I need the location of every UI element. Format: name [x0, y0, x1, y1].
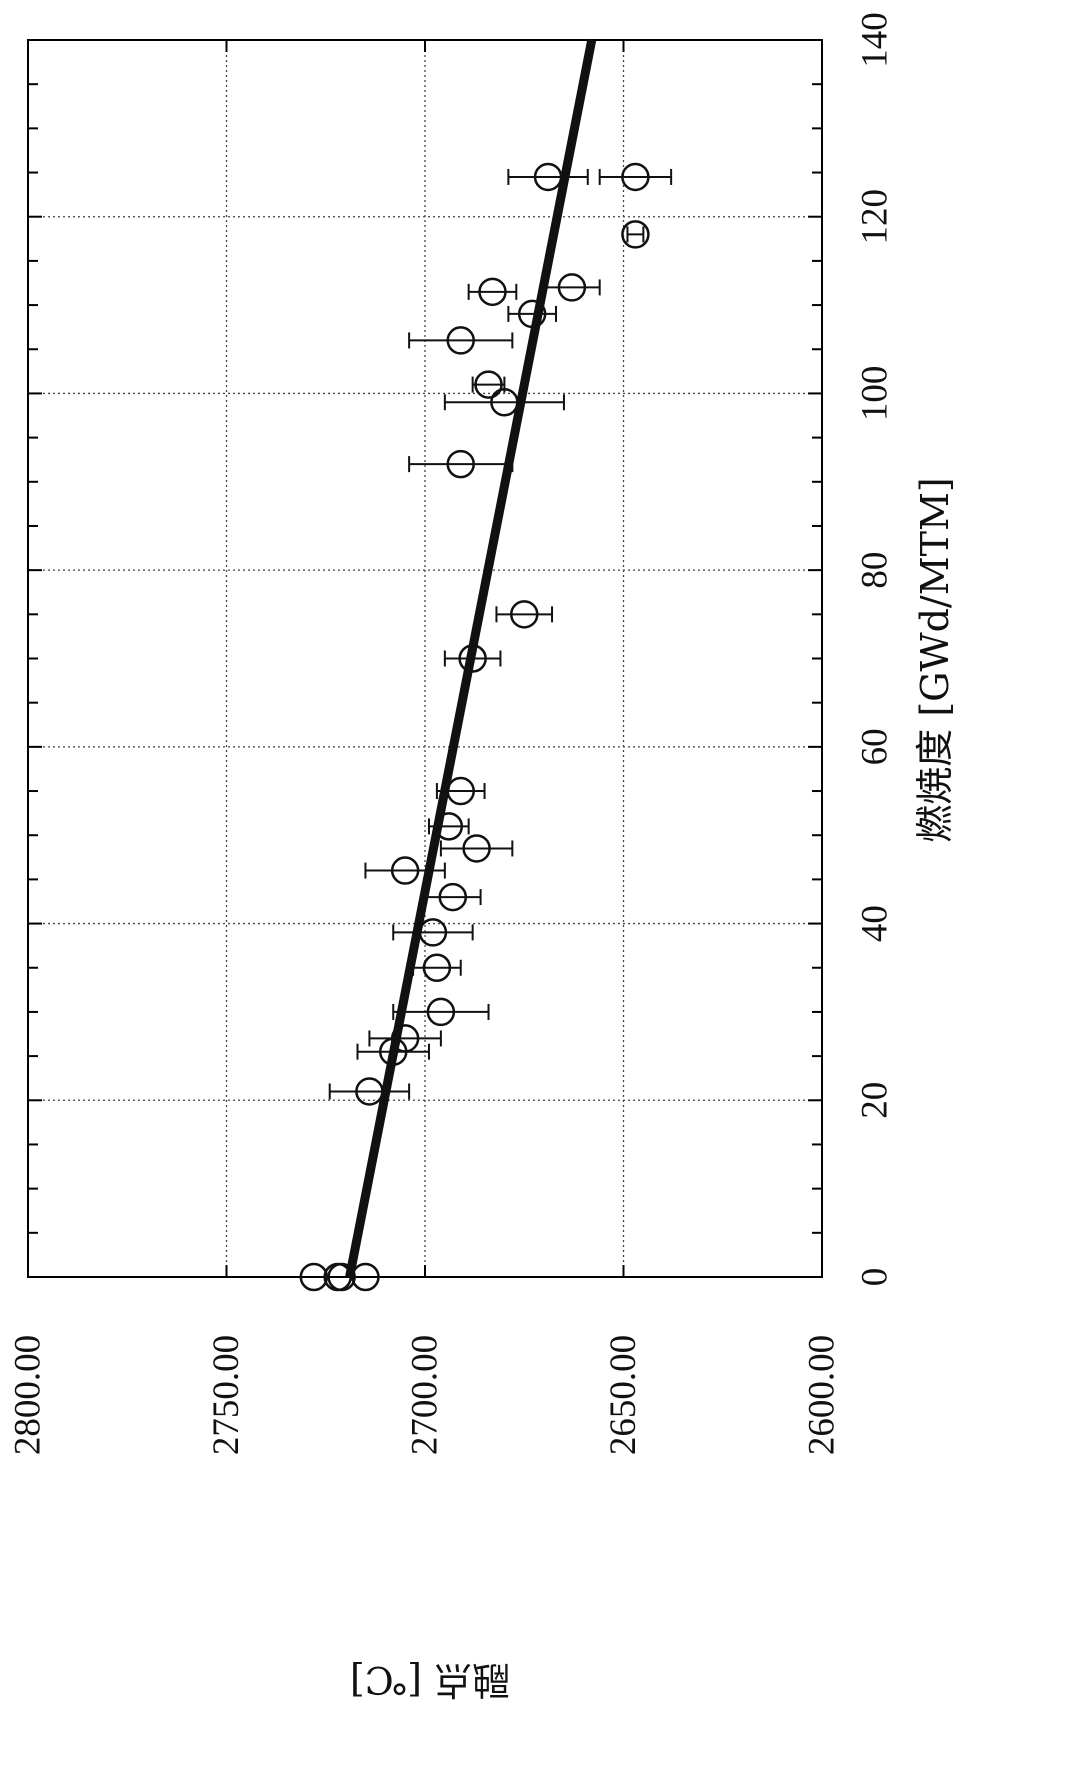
data-marker: [390, 1024, 420, 1053]
data-marker: [418, 918, 448, 947]
data-point: [412, 953, 462, 982]
data-point: [471, 370, 506, 399]
data-point: [327, 1262, 356, 1292]
x-tick-label: 80: [855, 552, 896, 589]
data-marker: [478, 277, 507, 307]
data-point: [598, 162, 673, 192]
y-tick-label: 2800.00: [8, 1335, 49, 1455]
data-marker: [621, 220, 650, 249]
data-point: [408, 449, 514, 479]
data-marker: [621, 162, 650, 192]
data-point: [424, 882, 482, 912]
data-marker: [426, 997, 456, 1027]
data-marker: [446, 326, 475, 355]
data-marker: [474, 370, 503, 399]
y-tick-label: 2750.00: [206, 1335, 247, 1455]
y-tick-label: 2650.00: [603, 1335, 644, 1455]
data-point: [408, 326, 514, 355]
x-tick-label: 100: [855, 366, 896, 422]
x-axis-title: 燃焼度 [GWd/MTM]: [913, 477, 957, 842]
data-point: [495, 600, 554, 629]
data-marker: [434, 812, 464, 841]
data-point: [368, 1024, 442, 1053]
data-marker: [517, 299, 547, 329]
grid-lines: [28, 40, 822, 1277]
data-point: [328, 1077, 411, 1106]
data-marker: [355, 1077, 384, 1106]
y-tick-labels: 2600.00 2650.00 2700.00 2750.00 2800.00: [8, 1335, 843, 1455]
data-marker: [327, 1262, 356, 1292]
data-marker: [390, 856, 420, 885]
data-marker: [446, 776, 475, 806]
y-axis-title: 融点 [℃]: [350, 1658, 510, 1702]
plot-frame: [27, 39, 823, 1278]
data-point: [392, 918, 474, 947]
data-marker: [446, 449, 475, 479]
data-marker: [533, 162, 563, 192]
data-marker: [438, 882, 468, 912]
data-marker: [462, 834, 491, 863]
data-point: [443, 644, 502, 673]
data-marker: [351, 1262, 380, 1292]
data-point: [543, 273, 601, 302]
y-tick-label: 2700.00: [405, 1335, 446, 1455]
data-point: [507, 299, 558, 329]
data-point: [427, 812, 470, 841]
data-point: [392, 997, 490, 1027]
data-point: [621, 220, 650, 249]
data-marker: [299, 1262, 329, 1292]
x-tick-label: 60: [855, 728, 896, 765]
data-point: [439, 834, 514, 863]
data-marker: [557, 273, 587, 302]
data-point: [299, 1262, 329, 1292]
data-marker: [458, 644, 487, 673]
y-tick-label: 2600.00: [802, 1335, 843, 1455]
x-tick-label: 40: [855, 905, 896, 942]
x-tick-label: 120: [855, 189, 896, 245]
minor-ticks: [28, 40, 822, 1277]
data-point: [364, 856, 446, 885]
x-tick-label: 140: [855, 12, 896, 68]
data-marker: [422, 953, 452, 982]
data-points: [299, 162, 673, 1292]
data-marker: [510, 600, 539, 629]
x-tick-label: 20: [855, 1082, 896, 1119]
data-point: [351, 1262, 380, 1292]
data-point: [507, 162, 589, 192]
data-point: [467, 277, 518, 307]
data-point: [435, 776, 486, 806]
x-tick-labels: 0 20 40 60 80 100 120 140: [855, 12, 896, 1286]
x-tick-label: 0: [855, 1268, 896, 1287]
